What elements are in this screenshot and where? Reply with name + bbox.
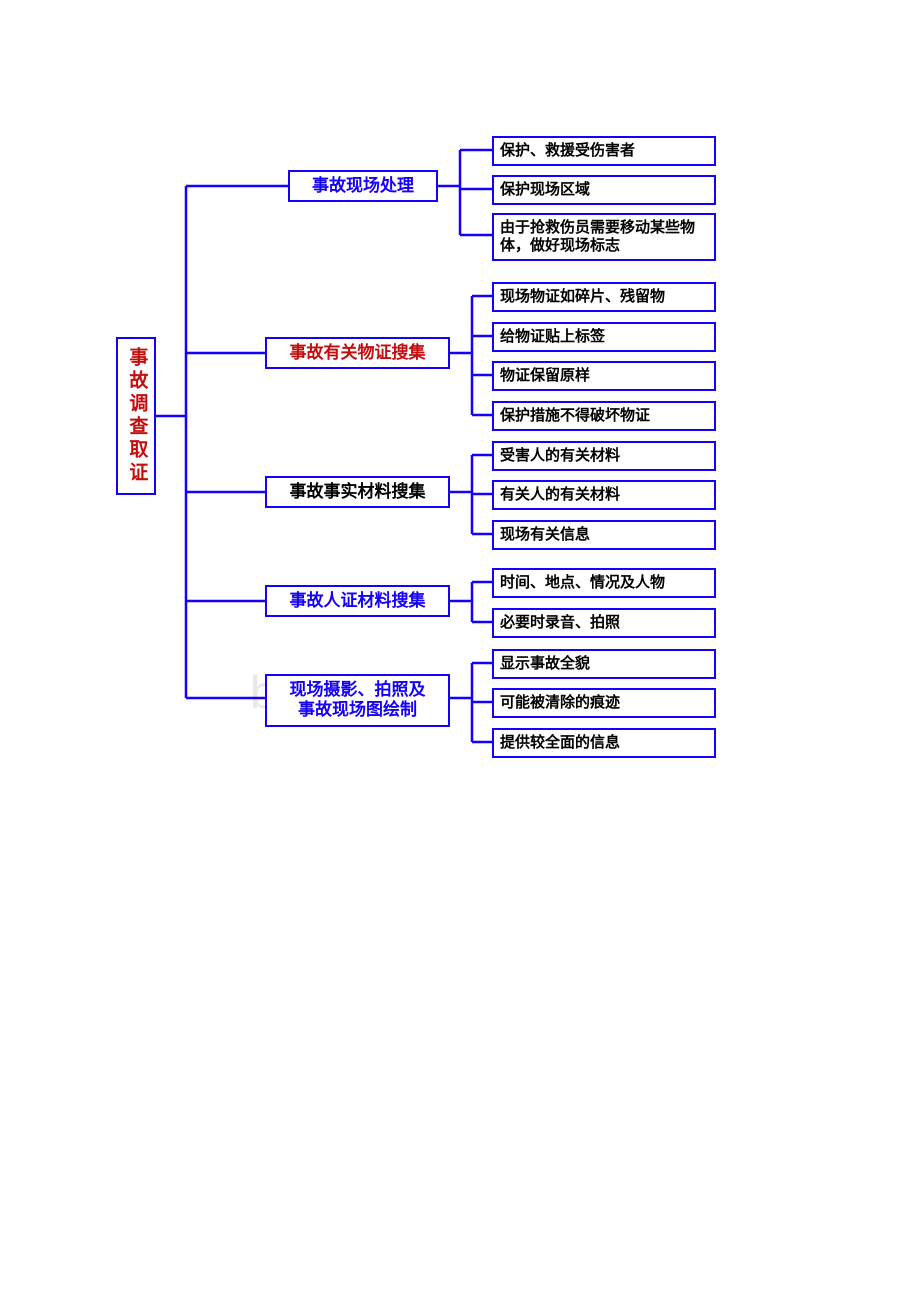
- mid-node: 事故人证材料搜集: [265, 585, 450, 617]
- mid-node: 事故现场处理: [288, 170, 438, 202]
- leaf-node: 保护、救援受伤害者: [492, 136, 716, 166]
- diagram-container: bdocx 事故调查取证事故现场处理事故有关物证搜集事故事实材料搜集事故人证材料…: [0, 0, 920, 1302]
- leaf-node: 由于抢救伤员需要移动某些物体，做好现场标志: [492, 213, 716, 261]
- leaf-node: 可能被清除的痕迹: [492, 688, 716, 718]
- mid-node: 事故有关物证搜集: [265, 337, 450, 369]
- connector-lines: [0, 0, 920, 1302]
- mid-node: 现场摄影、拍照及 事故现场图绘制: [265, 674, 450, 727]
- leaf-node: 有关人的有关材料: [492, 480, 716, 510]
- leaf-node: 提供较全面的信息: [492, 728, 716, 758]
- leaf-node: 保护措施不得破坏物证: [492, 401, 716, 431]
- leaf-node: 现场有关信息: [492, 520, 716, 550]
- leaf-node: 必要时录音、拍照: [492, 608, 716, 638]
- leaf-node: 给物证贴上标签: [492, 322, 716, 352]
- leaf-node: 现场物证如碎片、残留物: [492, 282, 716, 312]
- leaf-node: 受害人的有关材料: [492, 441, 716, 471]
- mid-node: 事故事实材料搜集: [265, 476, 450, 508]
- leaf-node: 物证保留原样: [492, 361, 716, 391]
- leaf-node: 时间、地点、情况及人物: [492, 568, 716, 598]
- root-node: 事故调查取证: [116, 337, 156, 495]
- leaf-node: 保护现场区域: [492, 175, 716, 205]
- leaf-node: 显示事故全貌: [492, 649, 716, 679]
